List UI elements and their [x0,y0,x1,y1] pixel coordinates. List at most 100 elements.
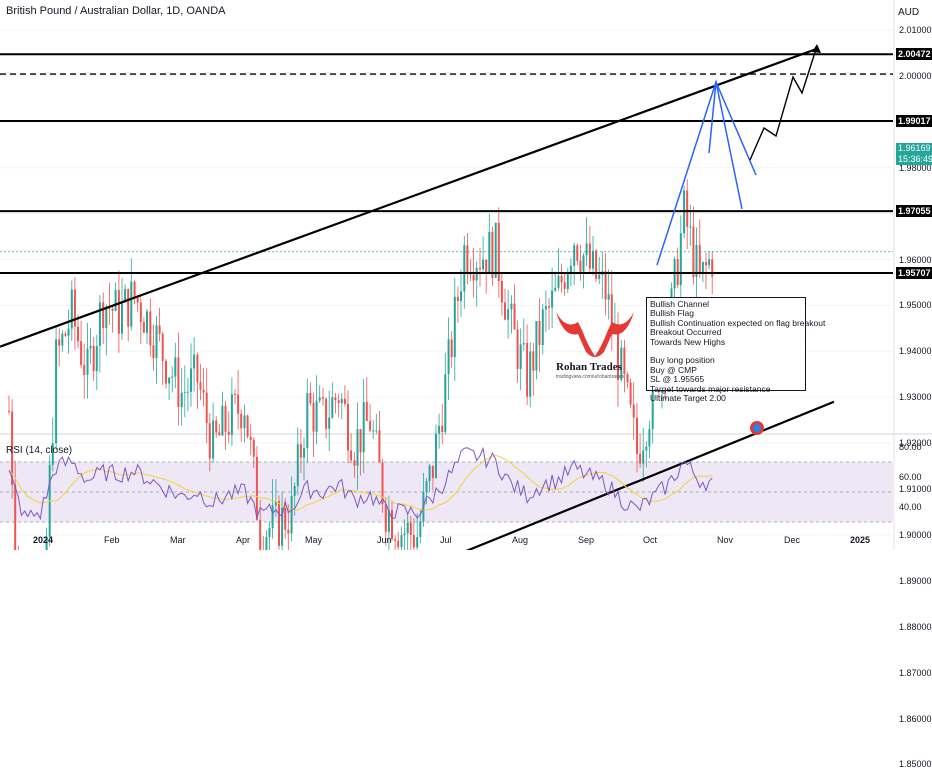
price-tick: 1.86000 [899,713,932,724]
currency-label: AUD [898,7,920,18]
note-line: Bullish Flag [650,308,694,319]
price-tick: 1.98000 [899,162,932,173]
note-line: Breakout Occurred [650,327,722,338]
time-tick: Aug [512,535,529,545]
candle-body [384,503,387,532]
candle-body [412,534,415,548]
channel-upper-line [0,47,819,348]
flag-channel-line [708,81,757,176]
candle-body [309,392,312,404]
candle-body [548,306,550,308]
candle-body [240,413,243,429]
note-line: Bullish Continuation expected on flag br… [650,317,826,328]
candle-body [234,394,236,396]
bullish-flag[interactable] [656,79,757,266]
rsi-tick: 60.00 [899,472,922,482]
price-tick: 1.96000 [899,254,932,265]
candle-body [450,339,453,358]
candle-body [299,444,302,458]
candle-body [579,260,582,272]
bullish-channel[interactable] [0,47,835,550]
arrow-head [812,44,821,53]
candle-body [513,303,516,330]
note-line: Bullish Channel [650,299,710,309]
candle-body [538,321,541,345]
candle-body [196,354,199,383]
candle-body [268,527,271,538]
candle-body [604,271,607,300]
time-tick: 2024 [33,535,54,545]
price-tick: 1.95000 [899,300,932,311]
level-price-tag: 2.00472 [896,48,932,61]
candle-body [708,259,711,266]
candle-body [582,255,585,272]
candle-body [293,486,296,496]
candle-body [73,289,76,327]
candle-body [227,431,230,435]
candle-body [705,262,707,266]
candle-body [155,325,158,359]
candle-body [11,411,14,485]
rsi-tick: 40.00 [899,502,922,512]
candle-body [114,290,117,311]
candle-body [428,465,431,482]
projection-line [749,45,818,161]
candle-body [165,360,167,384]
candle-body [592,250,594,269]
candle-body [639,453,642,464]
candle-body [180,392,183,408]
candle-body [541,309,544,345]
candle-body [58,339,61,346]
candle-body [334,397,337,401]
price-tick: 2.00000 [899,70,932,81]
candle-body [8,410,10,412]
candle-body [563,282,566,289]
price-chart[interactable] [0,0,932,550]
candle-body [636,417,638,454]
candle-body [190,368,192,392]
time-tick: Dec [784,535,801,545]
level-price-tag: 1.99017 [896,115,932,128]
candle-body [695,244,698,278]
candle-body [271,505,274,528]
candle-body [642,450,645,464]
candle-body [472,274,475,281]
candle-body [168,377,171,384]
price-tick: 2.01000 [899,25,932,35]
time-tick: Nov [717,535,734,545]
candle-body [409,522,412,535]
candle-body [350,450,353,461]
candle-body [431,465,434,478]
horizontal-levels[interactable] [0,53,893,550]
candle-body [124,289,127,303]
candle-body [102,302,105,328]
candle-body [183,392,186,394]
analysis-note-box[interactable]: Bullish Channel Bullish Flag Bullish Conti… [646,297,826,403]
rsi-title: RSI (14, close) [6,445,73,456]
candle-body [419,521,422,538]
candle-body [488,231,491,274]
candle-body [479,267,481,270]
candle-body [133,281,136,297]
symbol-title: British Pound / Australian Dollar, 1D, O… [6,5,226,17]
candle-body [315,400,318,432]
candle-body [331,397,334,418]
time-tick: Jul [440,535,452,545]
candle-body [152,345,155,359]
time-tick: Feb [104,535,120,545]
candle-body [494,222,497,278]
candle-body [651,375,654,430]
candle-body [186,391,189,393]
candle-body [337,400,340,404]
projection-path[interactable] [749,44,821,161]
candle-body [394,539,397,541]
candle-body [387,510,390,532]
flag-icon[interactable] [750,421,764,435]
candle-body [199,382,202,390]
candle-body [246,415,249,437]
note-line: SL @ 1.95565 [650,374,705,385]
candle-body [142,322,145,333]
candle-body [573,245,576,266]
price-tick: 1.94000 [899,346,932,357]
candle-body [312,403,315,432]
